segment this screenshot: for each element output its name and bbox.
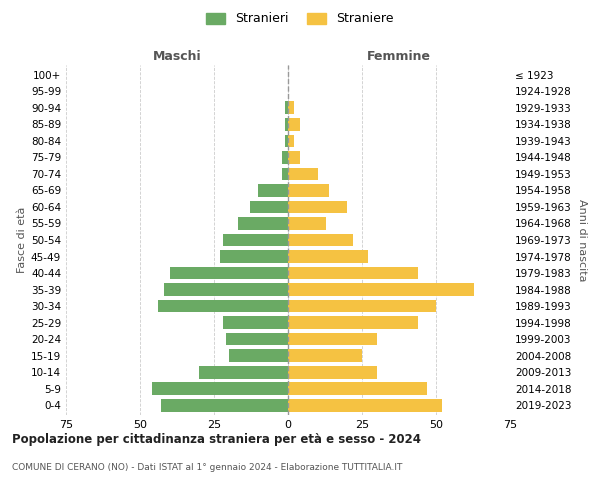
Bar [238, 217, 288, 230]
Legend: Stranieri, Straniere: Stranieri, Straniere [203, 8, 397, 29]
Bar [288, 316, 418, 329]
Bar [282, 151, 288, 164]
Bar [285, 102, 288, 114]
Bar [285, 118, 288, 131]
Text: COMUNE DI CERANO (NO) - Dati ISTAT al 1° gennaio 2024 - Elaborazione TUTTITALIA.: COMUNE DI CERANO (NO) - Dati ISTAT al 1°… [12, 462, 403, 471]
Bar [288, 234, 353, 246]
Bar [288, 118, 300, 131]
Bar [288, 366, 377, 378]
Bar [288, 151, 300, 164]
Bar [288, 200, 347, 213]
Bar [223, 316, 288, 329]
Bar [170, 266, 288, 280]
Bar [223, 234, 288, 246]
Bar [288, 250, 368, 263]
Bar [288, 382, 427, 395]
Bar [229, 349, 288, 362]
Bar [226, 332, 288, 345]
Bar [288, 217, 326, 230]
Bar [288, 168, 317, 180]
Bar [288, 134, 294, 147]
Bar [288, 283, 475, 296]
Bar [259, 184, 288, 197]
Bar [158, 300, 288, 312]
Bar [199, 366, 288, 378]
Text: Maschi: Maschi [152, 50, 202, 62]
Bar [288, 349, 362, 362]
Bar [161, 398, 288, 411]
Text: Femmine: Femmine [367, 50, 431, 62]
Bar [285, 134, 288, 147]
Bar [288, 266, 418, 280]
Bar [288, 184, 329, 197]
Bar [282, 168, 288, 180]
Bar [220, 250, 288, 263]
Bar [288, 300, 436, 312]
Y-axis label: Anni di nascita: Anni di nascita [577, 198, 587, 281]
Y-axis label: Fasce di età: Fasce di età [17, 207, 27, 273]
Text: Popolazione per cittadinanza straniera per età e sesso - 2024: Popolazione per cittadinanza straniera p… [12, 432, 421, 446]
Bar [288, 332, 377, 345]
Bar [288, 102, 294, 114]
Bar [250, 200, 288, 213]
Bar [164, 283, 288, 296]
Bar [288, 398, 442, 411]
Bar [152, 382, 288, 395]
